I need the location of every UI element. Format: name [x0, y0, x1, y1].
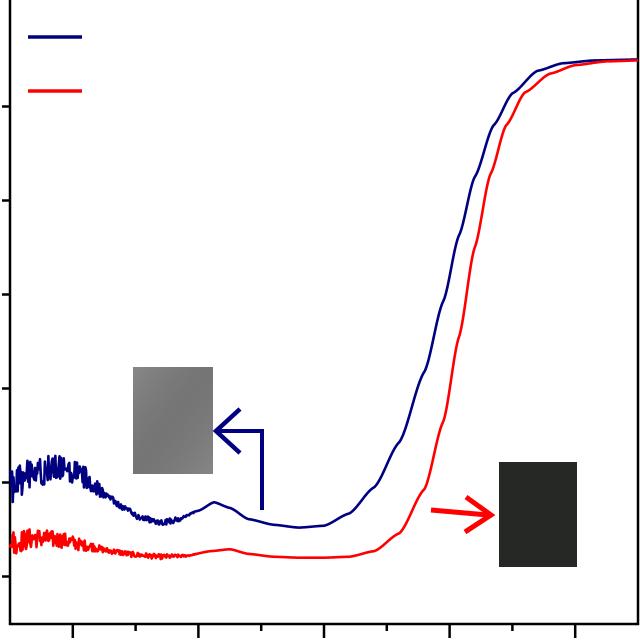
- inset-photo-gray-sheen: [133, 367, 213, 474]
- arrow-blue: [218, 429, 264, 510]
- arrow-blue-head: [212, 407, 242, 455]
- series-layer: [8, 58, 639, 561]
- series-line-1: [8, 58, 639, 529]
- series-line-2: [8, 59, 639, 561]
- arrow-red-head: [463, 494, 496, 535]
- y-axis-ticks: [2, 105, 10, 578]
- inset-photo-dark: [499, 462, 577, 567]
- x-axis-ticks: [71, 624, 577, 638]
- legend: [28, 35, 82, 93]
- arrow-red: [430, 507, 489, 518]
- annotation-layer: [133, 367, 577, 567]
